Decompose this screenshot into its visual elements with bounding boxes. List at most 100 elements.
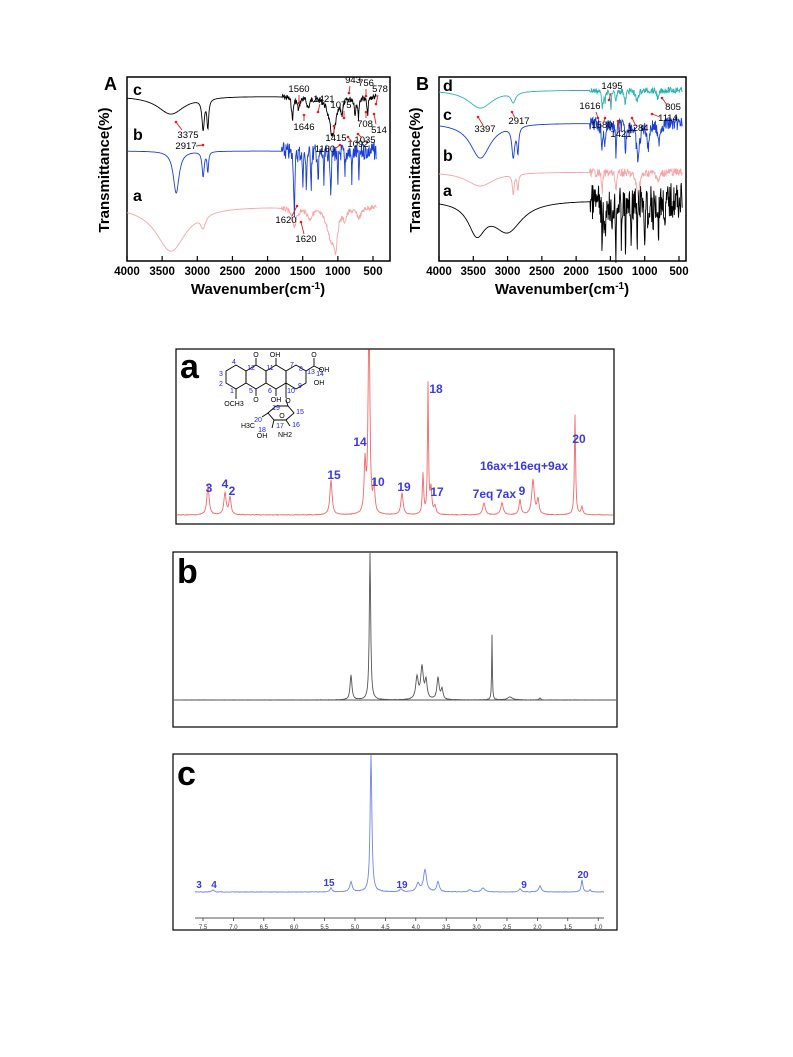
nmr-c-tick-label-5.0: 5.0 — [351, 925, 360, 931]
structure-label-5: O — [253, 397, 259, 404]
structure-number-6: 6 — [268, 388, 272, 395]
nmr-panel-c: c 7.5 7.0 6.5 6.0 5.5 5.0 4.5 4.0 3.5 3.0 2.5 2.0 1.… — [172, 753, 618, 931]
structure-label-2: O — [311, 352, 317, 359]
ftir-A-curves — [126, 93, 377, 257]
ftir-B-d-ann-arrow-3397 — [477, 116, 484, 126]
nmr-a-peak-label-19: 19 — [397, 480, 411, 494]
ftir-A-panel-letter: A — [104, 74, 117, 94]
structure-label-1: OH — [270, 352, 281, 359]
ftir-B-tick-label-1500: 1500 — [598, 266, 624, 278]
ftir-B-d-ann-arrowhead-1495 — [607, 98, 611, 102]
structure-label-9: NH2 — [278, 432, 292, 439]
nmr-c-tick-label-2.0: 2.0 — [533, 925, 542, 931]
structure-number-10: 10 — [287, 388, 295, 395]
ftir-B-d-ann-arrowhead-1284 — [630, 116, 634, 120]
nmr-a-peak-label-18: 18 — [429, 382, 443, 396]
ftir-A-c-ann-arrowhead-1160 — [338, 143, 342, 147]
structure-label-4: OCH3 — [224, 401, 244, 408]
structure-number-4: 4 — [232, 359, 236, 366]
ftir-B-d-ann-1114: 1114 — [658, 113, 678, 124]
nmr-b-spectrum-line — [175, 552, 616, 701]
ftir-B-d-ann-arrow-1421 — [617, 120, 621, 132]
nmr-c-spectrum-line — [194, 754, 605, 893]
nmr-a-peak-label-17: 17 — [430, 485, 444, 499]
ftir-A-c-ann-arrowhead-578 — [374, 102, 378, 106]
ftir-A-c-ann-1075: 1075 — [330, 100, 351, 111]
ftir-A-c-ann-arrow-578 — [375, 94, 379, 105]
bond-oh — [271, 419, 275, 429]
ftir-A-c-ann-arrowhead-756 — [364, 94, 368, 98]
ftir-A-curve-b-label: b — [133, 127, 143, 144]
ftir-A-tick-label-4000: 4000 — [114, 266, 140, 278]
ftir-B-d-ann-1495: 1495 — [601, 81, 622, 92]
ftir-B-tick-label-2000: 2000 — [563, 266, 589, 278]
ftir-A-c-ann-arrowhead-708 — [364, 110, 368, 114]
ftir-A-c-ann-arrowhead-943 — [347, 91, 351, 95]
ring-d — [225, 364, 247, 390]
nmr-c-peak-label-20: 20 — [577, 870, 589, 881]
ftir-A-ylabel: Transmittance(%) — [96, 107, 113, 232]
ftir-B-d-ann-arrowhead-1114 — [650, 112, 654, 116]
ftir-B-d-ann-805: 805 — [665, 102, 681, 113]
ftir-A-c-ann-arrow-1421 — [317, 103, 321, 113]
ftir-A-a-ann-arrowhead-1620 — [299, 220, 303, 224]
ftir-A-a-ann-1620: 1620 — [295, 234, 316, 245]
nmr-a-frame — [175, 348, 615, 525]
ftir-A-c-ann-3375: 3375 — [177, 130, 198, 141]
ftir-B-d-ann-arrowhead-1616 — [596, 116, 600, 120]
ftir-B-d-ann-1616: 1616 — [579, 101, 600, 112]
ftir-A-c-ann-arrow-3375 — [175, 121, 183, 131]
nmr-c-tick-label-1.5: 1.5 — [564, 925, 573, 931]
structure-number-15: 15 — [296, 409, 304, 416]
nmr-c-tick-label-4.0: 4.0 — [412, 925, 421, 931]
ftir-B-d-ann-1284: 1284 — [627, 123, 648, 134]
nmr-a-peak-label-4: 4 — [222, 477, 229, 491]
nmr-a-spectrum-line — [177, 349, 614, 516]
nmr-c-tick-label-2.5: 2.5 — [503, 925, 512, 931]
nmr-c-ppm-ticks: 7.5 7.0 6.5 6.0 5.5 5.0 4.5 4.0 3.5 3.0 2.5 2.0 1.5 1… — [199, 918, 603, 931]
ftir-B-series-c-line — [439, 116, 683, 163]
bond-nh2 — [285, 419, 291, 427]
ftir-A-c-ann-arrowhead-3375 — [174, 120, 178, 124]
ftir-A-c-ann-578: 578 — [372, 84, 388, 95]
structure-label-0: O — [253, 352, 259, 359]
ftir-B-series-a-line — [439, 182, 683, 263]
ftir-B-tick-label-4000: 4000 — [426, 266, 452, 278]
nmr-c-tick-label-3.0: 3.0 — [472, 925, 481, 931]
nmr-c-tick-label-6.0: 6.0 — [290, 925, 299, 931]
ftir-A-c-ann-1092: 1092 — [347, 139, 368, 150]
ftir-B-d-ann-2917: 2917 — [508, 116, 529, 127]
nmr-b-frame — [172, 551, 618, 728]
ftir-A-c-ann-514: 514 — [371, 125, 387, 136]
bond-glycoside — [285, 399, 289, 407]
nmr-c-tick-label-7.5: 7.5 — [199, 925, 208, 931]
nmr-c-tick-label-4.5: 4.5 — [381, 925, 390, 931]
nmr-a-spectrum — [177, 349, 614, 516]
ftir-A-curve-a-label: a — [133, 188, 142, 205]
ftir-B-d-ann-arrow-805 — [661, 97, 668, 106]
ftir-B-ylabel: Transmittance(%) — [407, 107, 424, 232]
structure-number-13: 13 — [307, 369, 315, 376]
ftir-A-c-ann-943: 943 — [345, 75, 361, 86]
nmr-panel-b: b — [172, 551, 618, 728]
nmr-c-spectrum — [194, 754, 605, 893]
ftir-B-curve-b-label: b — [443, 148, 453, 165]
ftir-B-xlabel: Wavenumber(cm-1) — [495, 281, 629, 298]
nmr-c-tick-label-7.0: 7.0 — [229, 925, 238, 931]
ftir-A-c-ann-arrowhead-1415 — [332, 124, 336, 128]
nmr-a-peak-label-14: 14 — [353, 435, 367, 449]
ftir-A-c-ann-1646: 1646 — [293, 122, 314, 133]
ftir-A-c-ann-arrowhead-1092 — [346, 135, 350, 139]
nmr-a-peak-label-10: 10 — [371, 475, 385, 489]
ftir-panel-A: A Transmittance(%) Wavenumber(cm-1) 4000… — [96, 74, 391, 298]
ftir-A-c-ann-1415: 1415 — [325, 133, 346, 144]
nmr-a-peak-label-20: 20 — [572, 432, 586, 446]
nmr-c-tick-label-6.5: 6.5 — [260, 925, 269, 931]
bond-18 — [261, 412, 269, 418]
nmr-c-tick-label-1.0: 1.0 — [594, 925, 603, 931]
ftir-B-curve-c-label: c — [443, 107, 452, 124]
